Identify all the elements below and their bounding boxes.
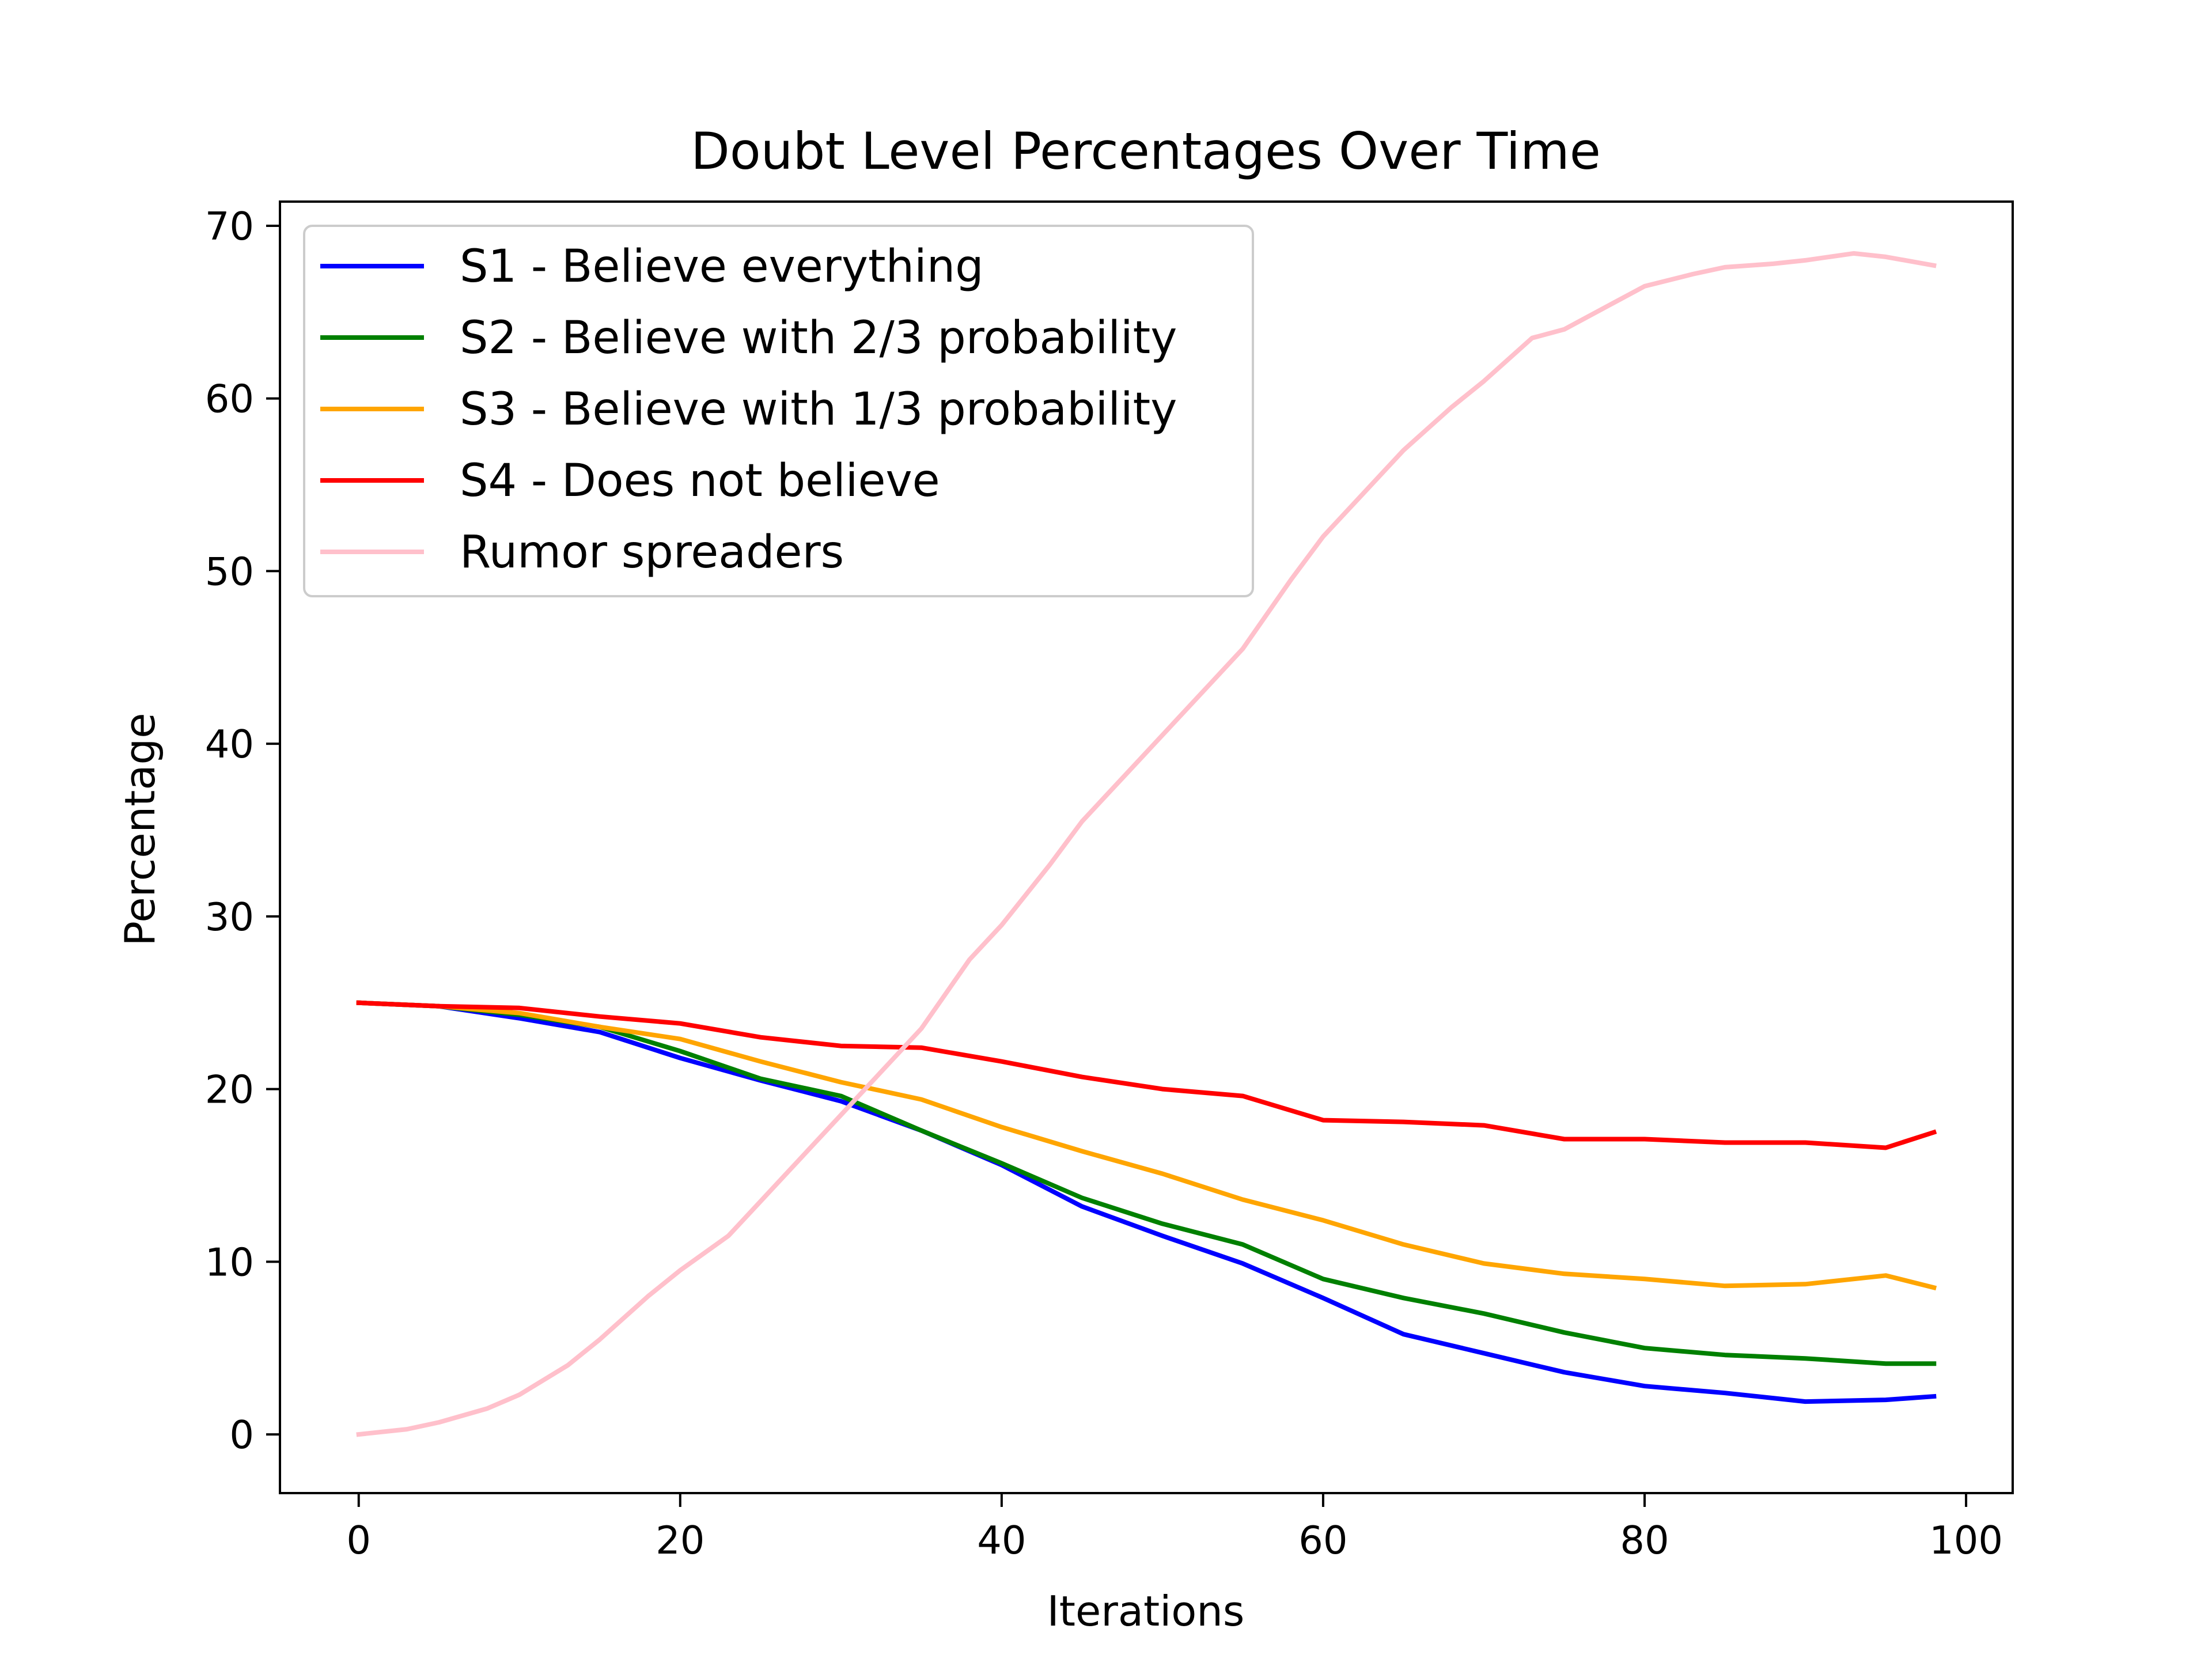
x-tick-label: 100 xyxy=(1929,1518,2003,1563)
plot-frame xyxy=(279,200,2014,1494)
x-axis-label: Iterations xyxy=(1047,1587,1245,1635)
plot-area xyxy=(279,200,2014,1494)
x-axis: 0 20 40 60 80 100 xyxy=(346,1493,2003,1563)
series-line-1 xyxy=(356,1000,1937,1404)
series-line-3 xyxy=(356,1000,1937,1291)
legend-label-4: S4 - Does not believe xyxy=(460,455,940,507)
legend-label-2: S2 - Believe with 2/3 probability xyxy=(460,312,1177,364)
series-line-5 xyxy=(356,251,1937,1437)
x-tick-label: 60 xyxy=(1298,1518,1347,1563)
chart-title: Doubt Level Percentages Over Time xyxy=(691,122,1601,181)
x-tick-label: 20 xyxy=(656,1518,704,1563)
y-tick-label: 20 xyxy=(205,1067,254,1112)
legend-box xyxy=(303,225,1254,597)
x-tick-label: 40 xyxy=(977,1518,1026,1563)
y-axis-label: Percentage xyxy=(116,713,164,946)
y-tick-label: 70 xyxy=(205,204,254,249)
legend-label-3: S3 - Believe with 1/3 probability xyxy=(460,384,1177,435)
legend-label-5: Rumor spreaders xyxy=(460,527,844,578)
series-line-2 xyxy=(356,1000,1937,1366)
y-tick-label: 30 xyxy=(205,895,254,940)
legend-label-1: S1 - Believe everything xyxy=(460,241,984,293)
series-line-4 xyxy=(356,1000,1937,1150)
x-tick-label: 80 xyxy=(1620,1518,1669,1563)
y-axis: 0 10 20 30 40 50 60 70 xyxy=(205,204,280,1457)
y-tick-label: 0 xyxy=(229,1412,254,1457)
y-tick-label: 40 xyxy=(205,722,254,767)
legend: S1 - Believe everything S2 - Believe with… xyxy=(303,225,1254,597)
x-tick-label: 0 xyxy=(346,1518,371,1563)
y-tick-label: 10 xyxy=(205,1240,254,1285)
y-tick-label: 60 xyxy=(205,377,254,422)
y-tick-label: 50 xyxy=(205,549,254,594)
